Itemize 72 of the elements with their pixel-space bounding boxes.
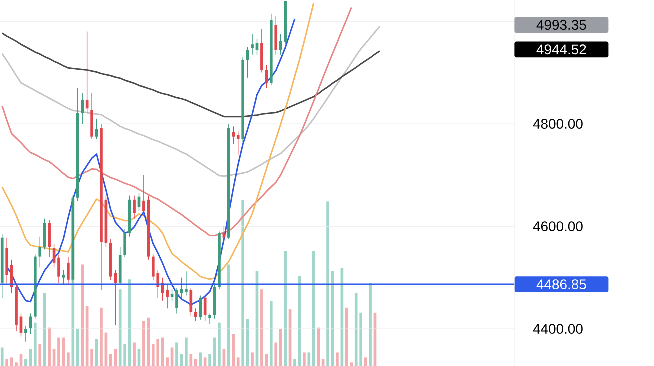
- bar: [336, 352, 339, 366]
- bar: [308, 352, 311, 366]
- bar: [260, 290, 264, 366]
- bar: [81, 264, 84, 366]
- bar: [303, 352, 306, 366]
- candlestick: [265, 64, 268, 89]
- candlestick: [176, 288, 178, 314]
- bar: [133, 342, 136, 366]
- candlestick: [199, 295, 202, 320]
- bar: [199, 352, 202, 366]
- bar: [317, 328, 320, 366]
- bar: [251, 352, 254, 366]
- bar: [364, 358, 368, 366]
- candlestick: [81, 92, 84, 124]
- candlestick: [142, 174, 146, 217]
- candlestick: [194, 308, 198, 322]
- candlestick: [185, 271, 188, 296]
- bar: [242, 200, 244, 366]
- candlestick: [58, 254, 60, 284]
- candlestick: [251, 34, 254, 56]
- bar: [312, 251, 316, 366]
- bar: [204, 358, 207, 366]
- bar: [67, 352, 70, 366]
- candlestick: [95, 118, 98, 140]
- bar: [232, 334, 236, 366]
- bar: [284, 251, 287, 366]
- bar: [190, 354, 193, 366]
- candlestick: [38, 236, 42, 268]
- y-tick-label: 4400.00: [533, 324, 583, 334]
- bar: [326, 202, 330, 366]
- candlestick: [67, 256, 70, 286]
- candlestick: [133, 195, 136, 220]
- ref-line-label: 4486.85: [536, 280, 586, 290]
- bar: [236, 358, 240, 366]
- bar: [274, 342, 278, 366]
- y-tick-label: 4600.00: [533, 222, 583, 232]
- bar: [15, 362, 18, 366]
- bar: [270, 301, 273, 366]
- bar: [185, 338, 188, 366]
- text: 4993.35: [536, 20, 586, 30]
- candlestick: [236, 131, 240, 156]
- bar: [369, 283, 372, 366]
- bar: [142, 321, 146, 366]
- candlestick: [24, 326, 28, 342]
- bar: [279, 329, 282, 366]
- candlestick: [170, 288, 174, 302]
- candlestick: [208, 313, 212, 324]
- bar: [90, 349, 94, 366]
- candlestick: [232, 126, 236, 145]
- bar: [194, 359, 198, 366]
- candlestick: [246, 46, 250, 78]
- bar: [43, 292, 46, 366]
- candlestick: [222, 226, 226, 242]
- bar: [58, 338, 60, 366]
- bar: [228, 264, 230, 366]
- bar: [6, 359, 8, 366]
- candlestick: [190, 288, 193, 317]
- text: 4944.52: [536, 44, 586, 55]
- bar: [34, 322, 37, 366]
- bar: [76, 329, 80, 366]
- bar: [294, 359, 296, 366]
- bar: [176, 342, 178, 366]
- bar: [24, 359, 28, 366]
- bar: [10, 358, 14, 366]
- bar: [0, 348, 4, 366]
- bar: [218, 322, 221, 366]
- candlestick: [124, 228, 126, 258]
- y-tick-label: 4800.00: [533, 119, 583, 129]
- bar: [208, 354, 212, 366]
- bar: [100, 308, 103, 366]
- bar: [38, 344, 42, 366]
- bar: [48, 328, 51, 366]
